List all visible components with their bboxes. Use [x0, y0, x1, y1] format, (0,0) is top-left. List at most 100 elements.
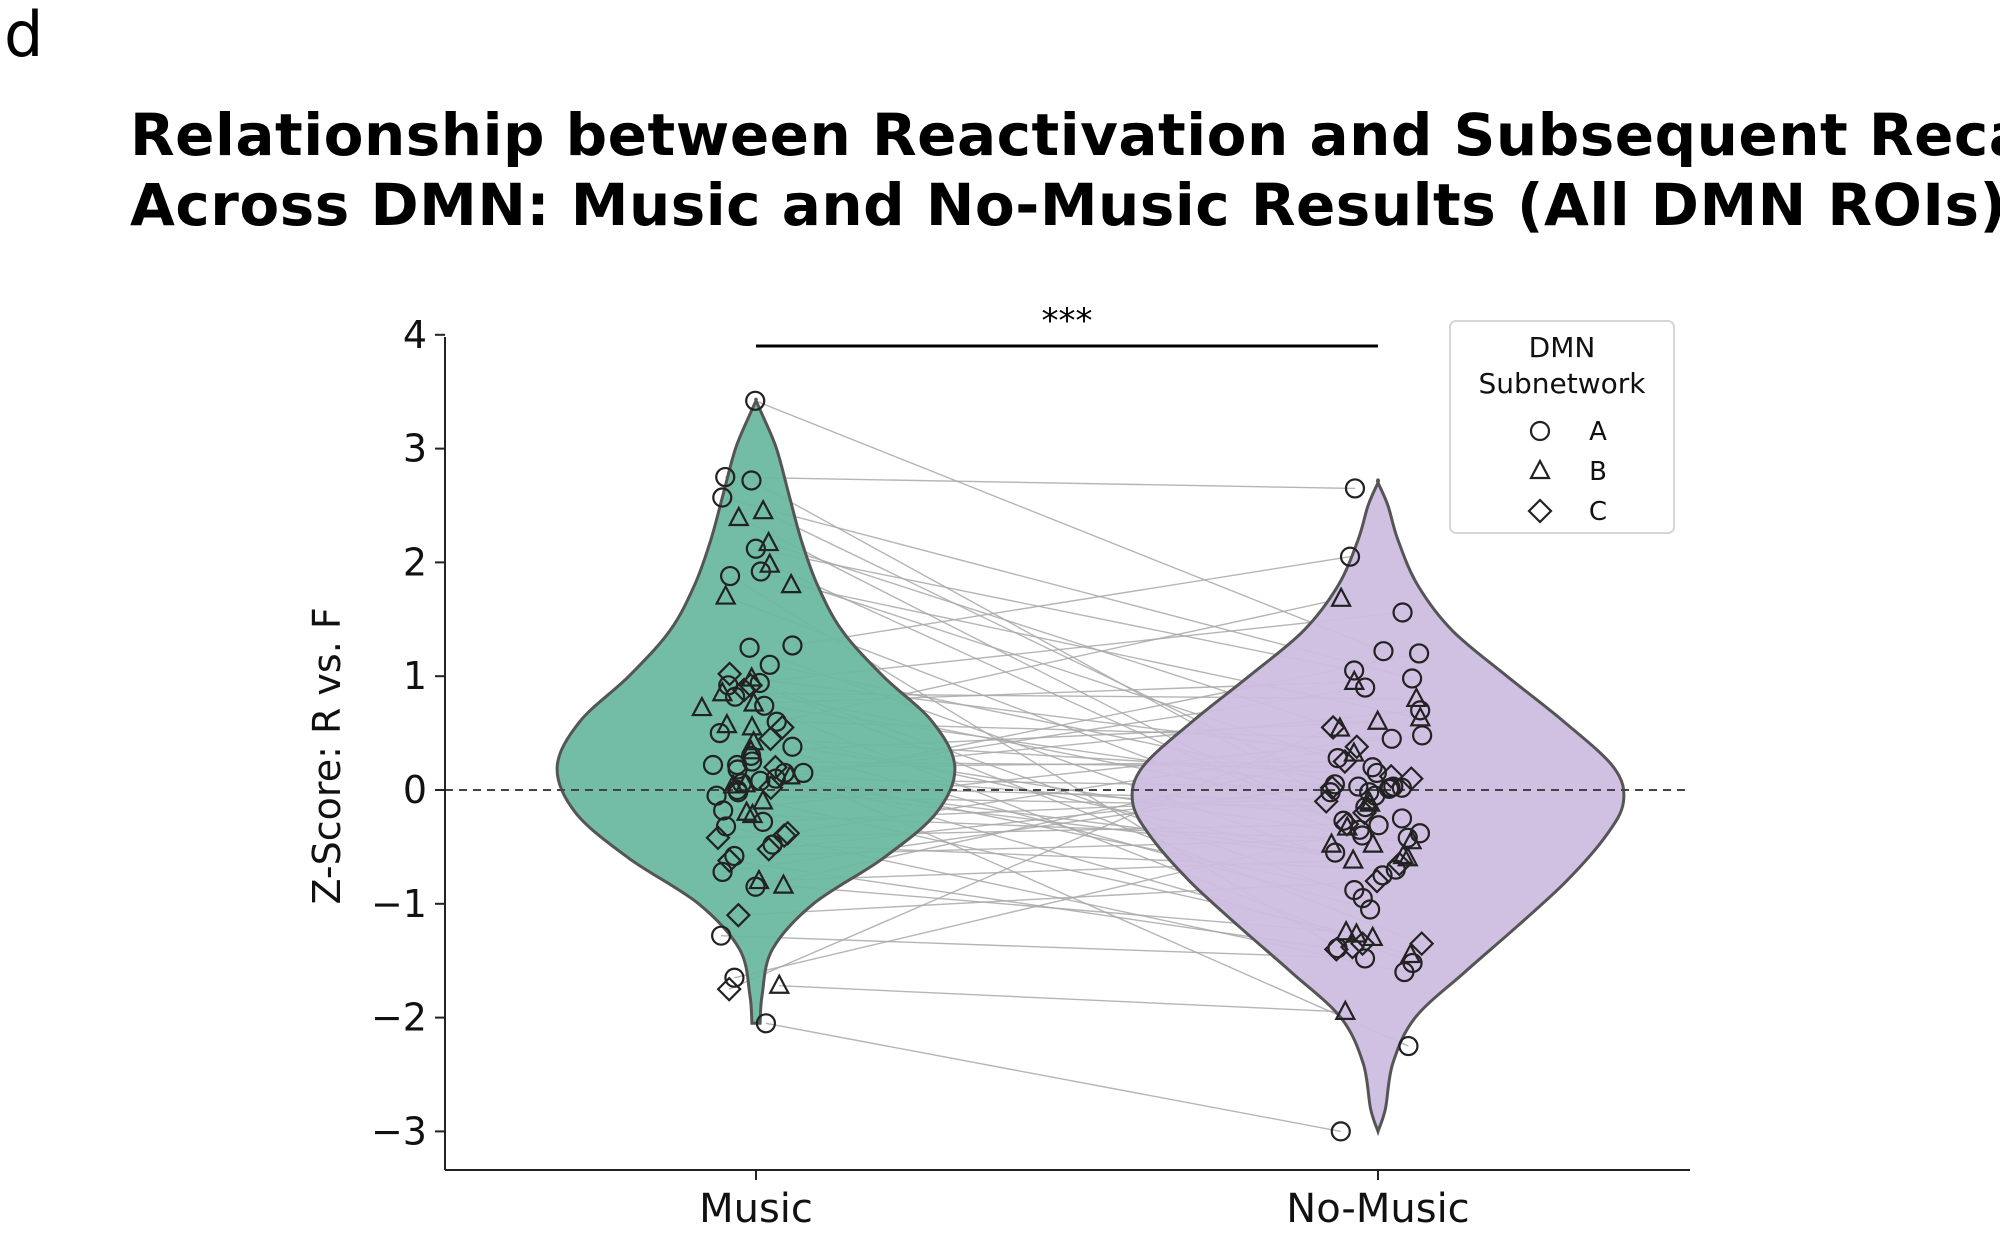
point-no-music [1360, 899, 1381, 920]
point-music [724, 845, 745, 867]
data-points [691, 390, 1435, 1142]
point-no-music [1355, 796, 1376, 818]
point-music [727, 759, 748, 780]
point-music [716, 976, 742, 1002]
legend-title: DMN [1529, 331, 1596, 364]
point-no-music [1378, 763, 1404, 789]
point-music [741, 470, 762, 491]
point-music [717, 661, 743, 687]
point-music [756, 836, 782, 862]
violin-no-music [1130, 478, 1626, 1137]
y-tick-label: 1 [403, 654, 427, 698]
chart-title-line-1: Relationship between Reactivation and Su… [130, 101, 2000, 169]
point-no-music [1398, 1035, 1419, 1057]
point-no-music [1378, 778, 1400, 799]
point-music [754, 695, 775, 716]
y-tick-label: 3 [403, 427, 427, 471]
legend-marker-triangle [1529, 458, 1551, 480]
y-tick-label: 4 [403, 313, 427, 357]
point-no-music [1339, 934, 1366, 960]
point-music [714, 584, 737, 605]
point-no-music [1412, 725, 1433, 746]
point-music [741, 802, 764, 824]
paired-line [792, 556, 1351, 647]
point-music [724, 967, 745, 988]
point-no-music [1392, 602, 1413, 623]
point-music [759, 654, 780, 675]
point-no-music [1327, 748, 1348, 769]
point-music [768, 973, 791, 994]
point-music [709, 722, 730, 744]
point-no-music [1334, 811, 1360, 837]
y-tick-label: 2 [403, 540, 427, 584]
point-music [772, 873, 795, 894]
legend-marker-circle [1529, 420, 1551, 442]
point-music [749, 672, 770, 694]
point-no-music [1345, 922, 1368, 943]
chart-title: Relationship between Reactivation and Su… [130, 100, 2000, 240]
point-no-music [1335, 919, 1357, 941]
point-no-music [1349, 819, 1370, 840]
paired-line [779, 985, 1346, 1013]
point-no-music [1364, 868, 1390, 894]
point-no-music [1349, 931, 1376, 957]
point-music [702, 754, 724, 776]
point-no-music [1332, 748, 1358, 775]
paired-line [725, 476, 1355, 490]
point-music [782, 736, 803, 757]
point-music [745, 538, 766, 559]
point-music [724, 686, 746, 707]
point-no-music [1344, 660, 1365, 681]
point-music [748, 868, 770, 890]
point-music [765, 768, 786, 789]
point-music [735, 800, 758, 821]
legend-label: B [1589, 457, 1607, 487]
point-music [725, 902, 751, 928]
point-no-music [1313, 788, 1339, 814]
point-music [691, 695, 713, 717]
point-music [712, 487, 733, 508]
y-tick-label: −2 [371, 996, 427, 1040]
point-no-music [1334, 999, 1357, 1021]
point-music [752, 498, 774, 520]
point-no-music [1330, 1121, 1351, 1142]
point-no-music [1348, 776, 1369, 797]
point-music [745, 390, 766, 411]
point-no-music [1320, 782, 1341, 803]
point-no-music [1385, 859, 1406, 880]
point-no-music [1330, 586, 1352, 607]
point-no-music [1409, 931, 1435, 957]
point-no-music [1355, 677, 1376, 698]
point-music [758, 775, 784, 801]
point-no-music [1394, 961, 1415, 983]
point-no-music [1333, 810, 1354, 831]
point-no-music [1320, 832, 1343, 853]
point-no-music [1373, 641, 1394, 662]
paired-line [755, 548, 1355, 672]
point-music [711, 925, 732, 946]
legend-marker-diamond [1527, 498, 1553, 524]
point-music [713, 800, 734, 821]
point-music [716, 848, 743, 874]
point-no-music [1401, 668, 1423, 689]
point-music [728, 782, 749, 803]
y-tick-label: −3 [371, 1109, 427, 1153]
legend-title: Subnetwork [1478, 367, 1646, 400]
point-music [766, 711, 787, 732]
significance-annotation: *** [756, 301, 1378, 348]
point-music [769, 714, 795, 740]
point-no-music [1405, 686, 1428, 708]
point-music [705, 825, 731, 851]
y-axis-label: Z-Score: R vs. F [305, 607, 349, 904]
x-tick-label: Music [699, 1186, 813, 1232]
point-music [727, 505, 750, 527]
point-music [742, 729, 765, 751]
point-no-music [1339, 546, 1361, 567]
point-no-music [1396, 845, 1419, 867]
point-no-music [1362, 757, 1383, 778]
paired-line [721, 934, 1366, 960]
point-music [742, 691, 765, 712]
point-music [750, 561, 771, 582]
point-no-music [1368, 815, 1389, 836]
